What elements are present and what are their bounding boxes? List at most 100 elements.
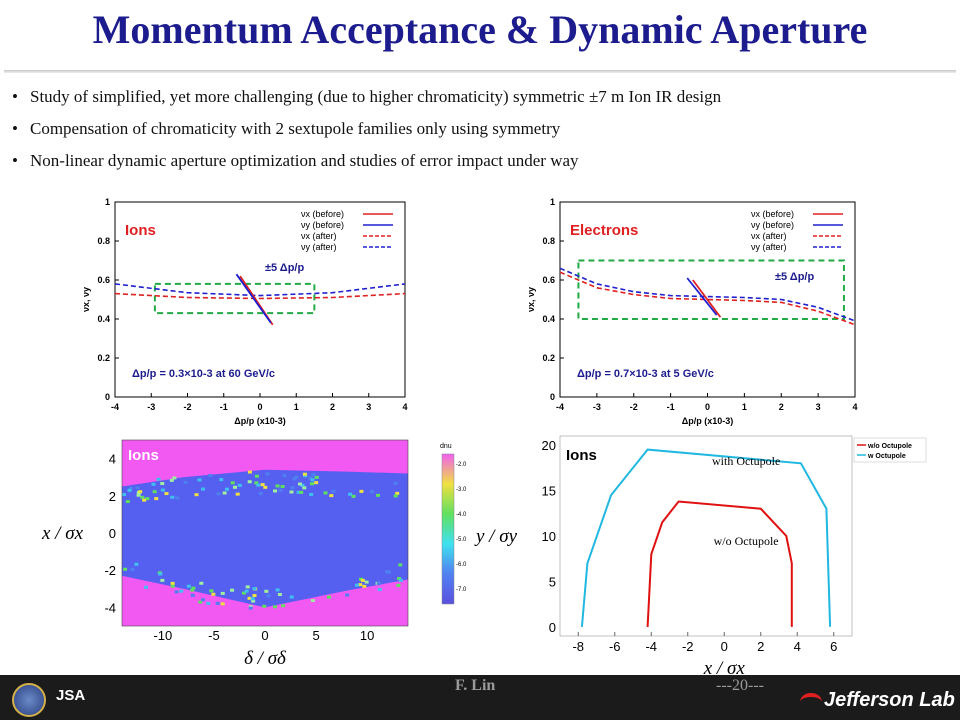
- scan-cell: [170, 495, 175, 499]
- scan-cell: [358, 583, 363, 587]
- colorbar: [441, 453, 455, 605]
- y-tick-label: 0: [105, 392, 110, 402]
- y-tick-label: 0.8: [97, 236, 110, 246]
- page-number: ---20---: [716, 677, 764, 694]
- y-tick-label: 0.6: [542, 275, 555, 285]
- scan-cell: [200, 487, 205, 491]
- scan-cell: [154, 497, 159, 501]
- x-tick-label: 4: [852, 402, 857, 412]
- series-line: [559, 271, 856, 326]
- panel-label: Ions: [128, 447, 159, 464]
- scan-cell: [299, 490, 304, 494]
- scan-cell: [127, 488, 132, 492]
- x-tick-label: 2: [330, 402, 335, 412]
- scan-cell: [314, 475, 319, 479]
- scan-cell: [144, 585, 149, 589]
- y-tick-label: 1: [550, 197, 555, 207]
- scan-cell: [160, 482, 165, 486]
- y-tick-label: 0.2: [542, 353, 555, 363]
- scan-cell: [278, 488, 283, 492]
- scan-cell: [294, 475, 299, 479]
- scan-cell: [158, 572, 163, 576]
- scan-cell: [164, 492, 169, 496]
- lab-seal-icon: [12, 683, 46, 717]
- ions-dynamic-aperture-chart: -8 -6 -4 -2 0 2 4 6 0 5 10 15 20 with Octupole w/o Oct…: [474, 435, 927, 679]
- jefferson-lab-swoosh-icon: [800, 693, 822, 711]
- scan-cell: [247, 596, 252, 600]
- x-tick-label: -4: [556, 402, 564, 412]
- scan-cell: [264, 589, 269, 593]
- scan-cell: [245, 585, 250, 589]
- legend-label: w/o Octupole: [867, 443, 912, 450]
- scan-cell: [172, 476, 177, 480]
- x-tick-label: 4: [794, 639, 801, 654]
- scan-cell: [300, 483, 305, 487]
- x-tick-label: -6: [609, 639, 621, 654]
- y-tick-label: -4: [104, 600, 116, 615]
- scan-cell: [254, 481, 259, 485]
- scan-cell: [364, 580, 369, 584]
- y-tick-label: 0.4: [542, 314, 555, 324]
- y-tick-label: -2: [104, 563, 116, 578]
- x-tick-label: -4: [111, 402, 119, 412]
- legend-label: νy (after): [751, 242, 787, 252]
- curve-label: w/o Octupole: [714, 534, 779, 548]
- scan-cell: [308, 476, 313, 480]
- scan-cell: [266, 594, 271, 598]
- scan-cell: [323, 491, 328, 495]
- scan-cell: [393, 481, 398, 485]
- scan-cell: [281, 604, 286, 608]
- bullet-list: Study of simplified, yet more challengin…: [10, 86, 950, 182]
- x-axis-label: Δp/p (x10-3): [682, 416, 733, 426]
- scan-cell: [145, 497, 150, 501]
- page-title: Momentum Acceptance & Dynamic Aperture: [92, 7, 868, 52]
- scan-cell: [140, 495, 145, 499]
- x-tick-label: 3: [816, 402, 821, 412]
- scan-cell: [128, 486, 133, 490]
- x-tick-label: 0: [257, 402, 262, 412]
- footer-author: F. Lin: [455, 677, 496, 694]
- legend-box: [853, 437, 927, 463]
- scan-cell: [230, 481, 235, 485]
- scan-cell: [251, 599, 256, 603]
- series-line: [114, 283, 406, 297]
- scan-cell: [275, 484, 280, 488]
- scan-cell: [260, 483, 265, 487]
- scan-cell: [277, 592, 282, 596]
- scan-cell: [237, 483, 242, 487]
- scan-cell: [156, 477, 161, 481]
- series-line: [235, 273, 272, 324]
- x-tick-label: 2: [779, 402, 784, 412]
- x-tick-label: -1: [667, 402, 675, 412]
- colorbar-tick-label: -7.0: [456, 587, 467, 593]
- scan-cell: [125, 500, 130, 504]
- scan-cell: [190, 588, 195, 592]
- x-tick-label: -3: [147, 402, 155, 412]
- x-tick-label: -2: [183, 402, 191, 412]
- scan-cell: [186, 584, 191, 588]
- legend-label: νx (before): [301, 209, 344, 219]
- scan-cell: [130, 568, 135, 572]
- scan-cell: [179, 589, 184, 593]
- scan-cell: [395, 491, 400, 495]
- momentum-window-box: [153, 282, 316, 315]
- y-tick-label: 4: [109, 452, 116, 467]
- scan-cell: [354, 583, 359, 587]
- colorbar-tick-label: -3.0: [456, 487, 467, 493]
- scan-cell: [191, 586, 196, 590]
- scan-cell: [302, 486, 307, 490]
- x-tick-label: -4: [645, 639, 657, 654]
- x-tick-label: 3: [366, 402, 371, 412]
- scan-cell: [265, 472, 270, 476]
- scan-cell: [351, 494, 356, 498]
- scan-cell: [309, 492, 314, 496]
- scan-cell: [296, 490, 301, 494]
- scan-cell: [199, 581, 204, 585]
- legend-label: νy (after): [301, 242, 337, 252]
- series-line: [686, 277, 718, 316]
- jefferson-lab-logo: Jefferson Lab: [824, 689, 955, 711]
- title-divider: [4, 70, 956, 73]
- scan-cell: [302, 472, 307, 476]
- scan-cell: [348, 492, 353, 496]
- scan-cell: [275, 588, 280, 592]
